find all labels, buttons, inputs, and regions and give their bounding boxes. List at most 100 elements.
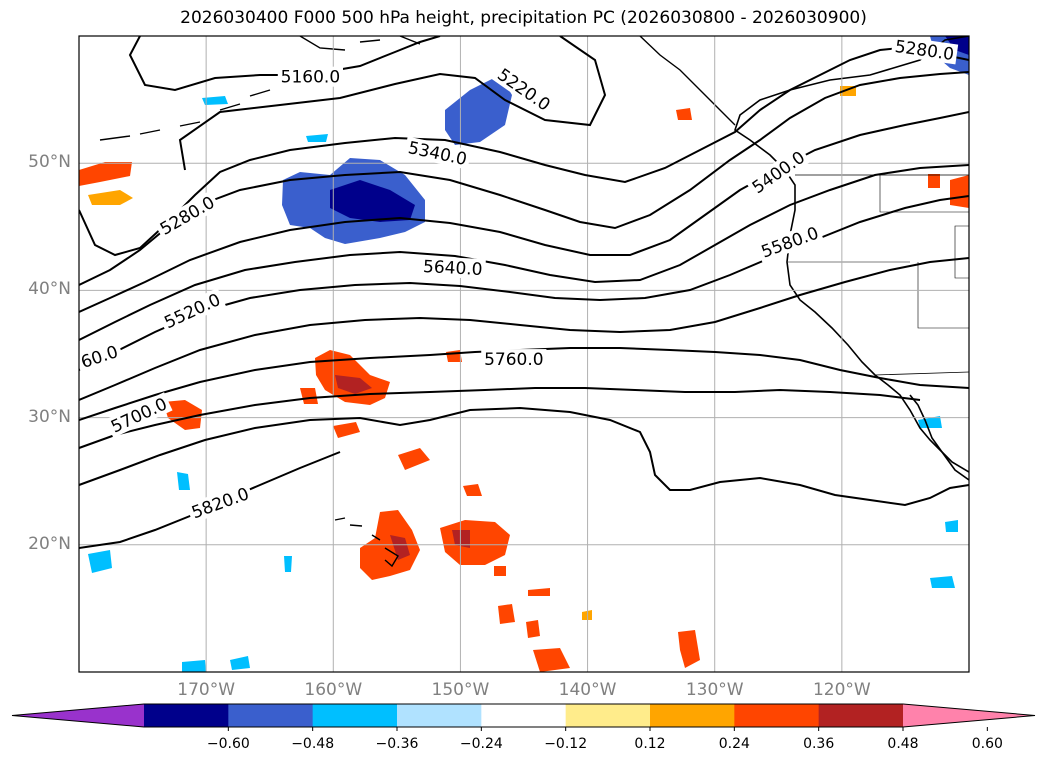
precip-negative-area	[88, 550, 112, 573]
contour-label-background	[104, 392, 173, 438]
contour-label: 5400.0	[745, 145, 811, 199]
contour-label-background	[481, 349, 547, 370]
contour-line	[79, 111, 969, 313]
contour-label: 5820.0	[186, 482, 255, 524]
longitude-label: 170°W	[177, 680, 236, 700]
precip-positive-area	[300, 388, 318, 404]
precip-positive-area	[678, 630, 700, 668]
contour-label-background	[890, 35, 959, 65]
contour-label-text: 5400.0	[749, 148, 809, 199]
colorbar-tick-label: 0.12	[634, 736, 666, 752]
map-frame	[78, 35, 970, 673]
precip-positive-core	[335, 375, 372, 394]
precip-positive-area	[333, 422, 360, 438]
colorbar-tick-label: 0.60	[971, 736, 1003, 752]
contour-label: 60.0	[74, 340, 124, 373]
precip-positive-area	[533, 648, 570, 672]
contour-label-background	[74, 340, 124, 373]
precip-positive-area	[494, 566, 506, 576]
contour-label-background	[186, 482, 255, 524]
colorbar-swatch	[397, 704, 482, 727]
colorbar-swatch	[144, 704, 229, 727]
latitude-label: 50°N	[28, 152, 71, 173]
colorbar-tick-label: −0.24	[459, 736, 503, 752]
precip-positive-core	[390, 535, 410, 560]
colorbar-swatch	[734, 704, 820, 727]
colorbar-swatch	[312, 704, 398, 727]
colorbar-extend-low	[12, 704, 144, 727]
precip-positive-area	[526, 620, 540, 638]
precip-positive-area	[440, 520, 510, 565]
contour-label: 5580.0	[755, 221, 824, 263]
contour-label: 5280.0	[153, 190, 221, 241]
colorbar-swatch	[481, 704, 567, 727]
precip-positive-area	[446, 350, 462, 362]
colorbar-outline	[11, 703, 1036, 728]
coastline-baja-gulf	[909, 394, 969, 481]
colorbar-swatch	[818, 704, 904, 727]
contour-line	[178, 36, 607, 171]
contour-label: 5640.0	[419, 255, 486, 280]
colorbar-tick-label: −0.36	[375, 736, 419, 752]
precip-negative-area	[177, 472, 190, 490]
contour-line	[79, 257, 969, 401]
precip-positive-area	[928, 174, 940, 188]
latitude-label: 20°N	[28, 533, 71, 554]
precip-positive-area	[582, 610, 592, 620]
colorbar-extend-high	[903, 704, 1035, 727]
precip-positive-area	[463, 484, 482, 496]
contour-label-background	[153, 190, 221, 241]
map-title: 2026030400 F000 500 hPa height, precipit…	[180, 8, 867, 28]
coastline-alaska-panhandle	[639, 36, 736, 126]
precip-negative-core	[330, 180, 415, 222]
contour-line	[79, 347, 969, 421]
precip-positive-area	[498, 604, 515, 624]
precip-positive-area	[950, 175, 969, 208]
colorbar-tick-label: 0.48	[887, 736, 919, 752]
precip-positive-area	[79, 162, 132, 186]
contour-line	[79, 164, 969, 341]
contour-label-text: 5280.0	[157, 193, 219, 240]
precip-positive-core	[452, 530, 470, 548]
longitude-label: 120°W	[812, 680, 871, 700]
longitude-label: 150°W	[431, 680, 490, 700]
colorbar-swatch	[650, 704, 735, 727]
contour-label-background	[158, 287, 226, 334]
contour-label-text: 5160.0	[281, 68, 340, 88]
contour-line	[79, 387, 921, 449]
contour-label-text: 5640.0	[423, 257, 483, 280]
contour-label-text: 5820.0	[189, 484, 252, 523]
contour-label-text: 5580.0	[759, 223, 822, 262]
longitude-label: 160°W	[304, 680, 363, 700]
contour-label: 5760.0	[481, 349, 547, 370]
contour-label-background	[277, 66, 343, 87]
contour-label: 5160.0	[277, 66, 343, 88]
contour-line	[79, 195, 969, 371]
coastline-alaska-gulf	[299, 36, 421, 51]
colorbar-tick-label: 0.36	[803, 736, 835, 752]
precip-positive-area	[398, 448, 430, 470]
contour-label-background	[419, 255, 486, 280]
colorbar-tick-label: −0.48	[291, 736, 335, 752]
colorbar-swatch	[228, 704, 314, 727]
colorbar	[11, 703, 1036, 731]
contour-label-background	[491, 62, 557, 117]
state-borders	[788, 175, 969, 329]
precip-negative-area	[182, 660, 206, 672]
contour-label-background	[755, 221, 824, 263]
colorbar-tick-label: −0.60	[206, 736, 250, 752]
contour-label-text: 5760.0	[484, 350, 543, 370]
contour-label-background	[403, 136, 472, 170]
islands-aleutian	[99, 89, 271, 141]
colorbar-swatch	[565, 704, 651, 727]
contour-label: 5520.0	[158, 287, 226, 334]
precip-negative-area	[202, 96, 228, 105]
precip-negative-area	[945, 520, 958, 532]
border-us-mexico	[874, 371, 969, 376]
precip-negative-area	[306, 134, 328, 142]
islands-hawaii	[334, 517, 399, 568]
precip-negative-area	[284, 556, 292, 572]
precip-positive-area	[676, 108, 692, 120]
